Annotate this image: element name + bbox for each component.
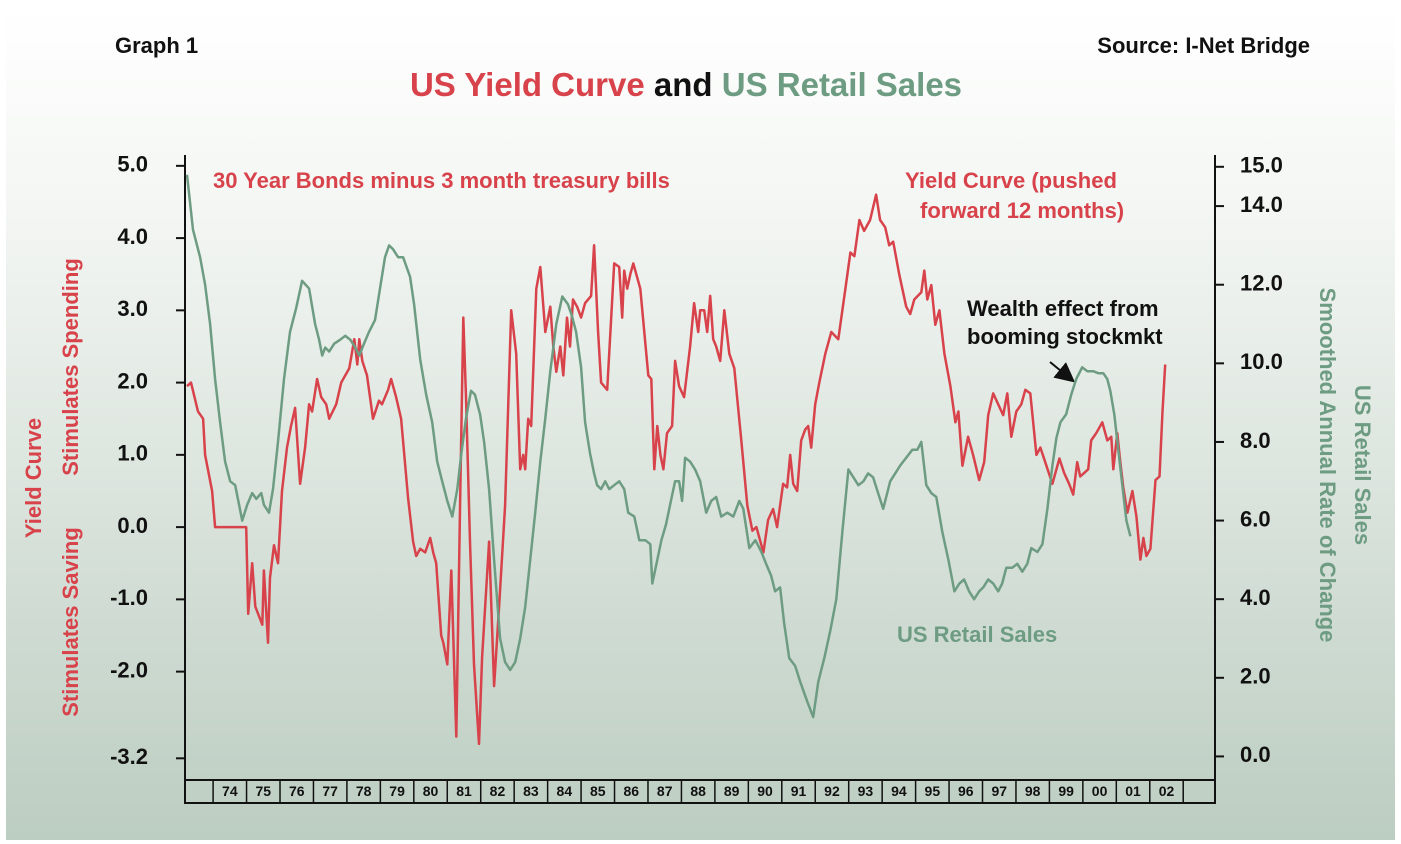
y-axis-label: Yield Curve — [21, 418, 46, 538]
y2-tick-label: 8.0 — [1240, 428, 1271, 453]
y-tick-label: 5.0 — [117, 152, 148, 177]
x-tick-label: 87 — [657, 783, 673, 799]
x-tick-label: 90 — [757, 783, 773, 799]
series-label: US Retail Sales — [897, 622, 1057, 647]
chart-title: US Yield Curve and US Retail Sales — [410, 66, 962, 103]
x-tick-label: 96 — [958, 783, 974, 799]
series-label: forward 12 months) — [920, 198, 1124, 223]
y-tick-label: 0.0 — [117, 513, 148, 538]
y2-tick-label: 4.0 — [1240, 585, 1271, 610]
x-tick-label: 98 — [1025, 783, 1041, 799]
x-tick-label: 88 — [690, 783, 706, 799]
x-tick-label: 93 — [858, 783, 874, 799]
x-tick-label: 86 — [623, 783, 639, 799]
y2-tick-label: 0.0 — [1240, 742, 1271, 767]
y2-tick-label: 15.0 — [1240, 153, 1283, 178]
y-axis-label: Stimulates Spending — [58, 258, 83, 476]
y-axis-label: Stimulates Saving — [58, 527, 83, 717]
x-tick-label: 83 — [523, 783, 539, 799]
x-tick-label: 78 — [356, 783, 372, 799]
y-tick-label: -2.0 — [110, 657, 148, 682]
y2-axis-label: US Retail Sales — [1350, 385, 1375, 545]
graph-label: Graph 1 — [115, 33, 198, 58]
x-tick-label: 95 — [925, 783, 941, 799]
x-axis-box — [184, 779, 1216, 804]
x-tick-label: 92 — [824, 783, 840, 799]
x-tick-label: 80 — [423, 783, 439, 799]
subtitle: 30 Year Bonds minus 3 month treasury bil… — [213, 168, 670, 193]
annotation: booming stockmkt — [967, 324, 1163, 349]
series-line — [185, 174, 1132, 719]
title-part: and — [654, 66, 713, 103]
y2-axis-label: Smoothed Annual Rate of Change — [1315, 288, 1340, 643]
x-tick-label: 82 — [490, 783, 506, 799]
x-tick-label: 00 — [1092, 783, 1108, 799]
x-tick-label: 79 — [389, 783, 405, 799]
y-tick-label: -3.2 — [110, 744, 148, 769]
x-tick-label: 89 — [724, 783, 740, 799]
x-tick-label: 76 — [289, 783, 305, 799]
x-tick-label: 77 — [322, 783, 338, 799]
title-part: US Yield Curve — [410, 66, 645, 103]
title-part: US Retail Sales — [722, 66, 962, 103]
x-tick-label: 94 — [891, 783, 907, 799]
y-tick-label: 2.0 — [117, 368, 148, 393]
y-tick-label: -1.0 — [110, 585, 148, 610]
y2-tick-label: 10.0 — [1240, 349, 1283, 374]
annotation: Wealth effect from — [967, 296, 1159, 321]
x-tick-label: 85 — [590, 783, 606, 799]
series-label: Yield Curve (pushed — [905, 168, 1117, 193]
annotation-arrow — [1049, 361, 1076, 383]
y-tick-label: 4.0 — [117, 224, 148, 249]
x-tick-label: 81 — [456, 783, 472, 799]
x-tick-label: 84 — [557, 783, 573, 799]
y2-tick-label: 2.0 — [1240, 664, 1271, 689]
y2-tick-label: 14.0 — [1240, 192, 1283, 217]
x-tick-label: 75 — [255, 783, 271, 799]
y2-tick-label: 12.0 — [1240, 271, 1283, 296]
x-tick-label: 02 — [1159, 783, 1175, 799]
y-tick-label: 1.0 — [117, 441, 148, 466]
y-tick-label: 3.0 — [117, 296, 148, 321]
x-tick-label: 97 — [991, 783, 1007, 799]
x-tick-label: 91 — [791, 783, 807, 799]
series-line — [186, 193, 1167, 746]
x-tick-label: 74 — [222, 783, 238, 799]
x-tick-label: 99 — [1058, 783, 1074, 799]
source: Source: I-Net Bridge — [1097, 33, 1310, 58]
x-tick-label: 01 — [1125, 783, 1141, 799]
y2-tick-label: 6.0 — [1240, 506, 1271, 531]
background — [6, 6, 1395, 840]
